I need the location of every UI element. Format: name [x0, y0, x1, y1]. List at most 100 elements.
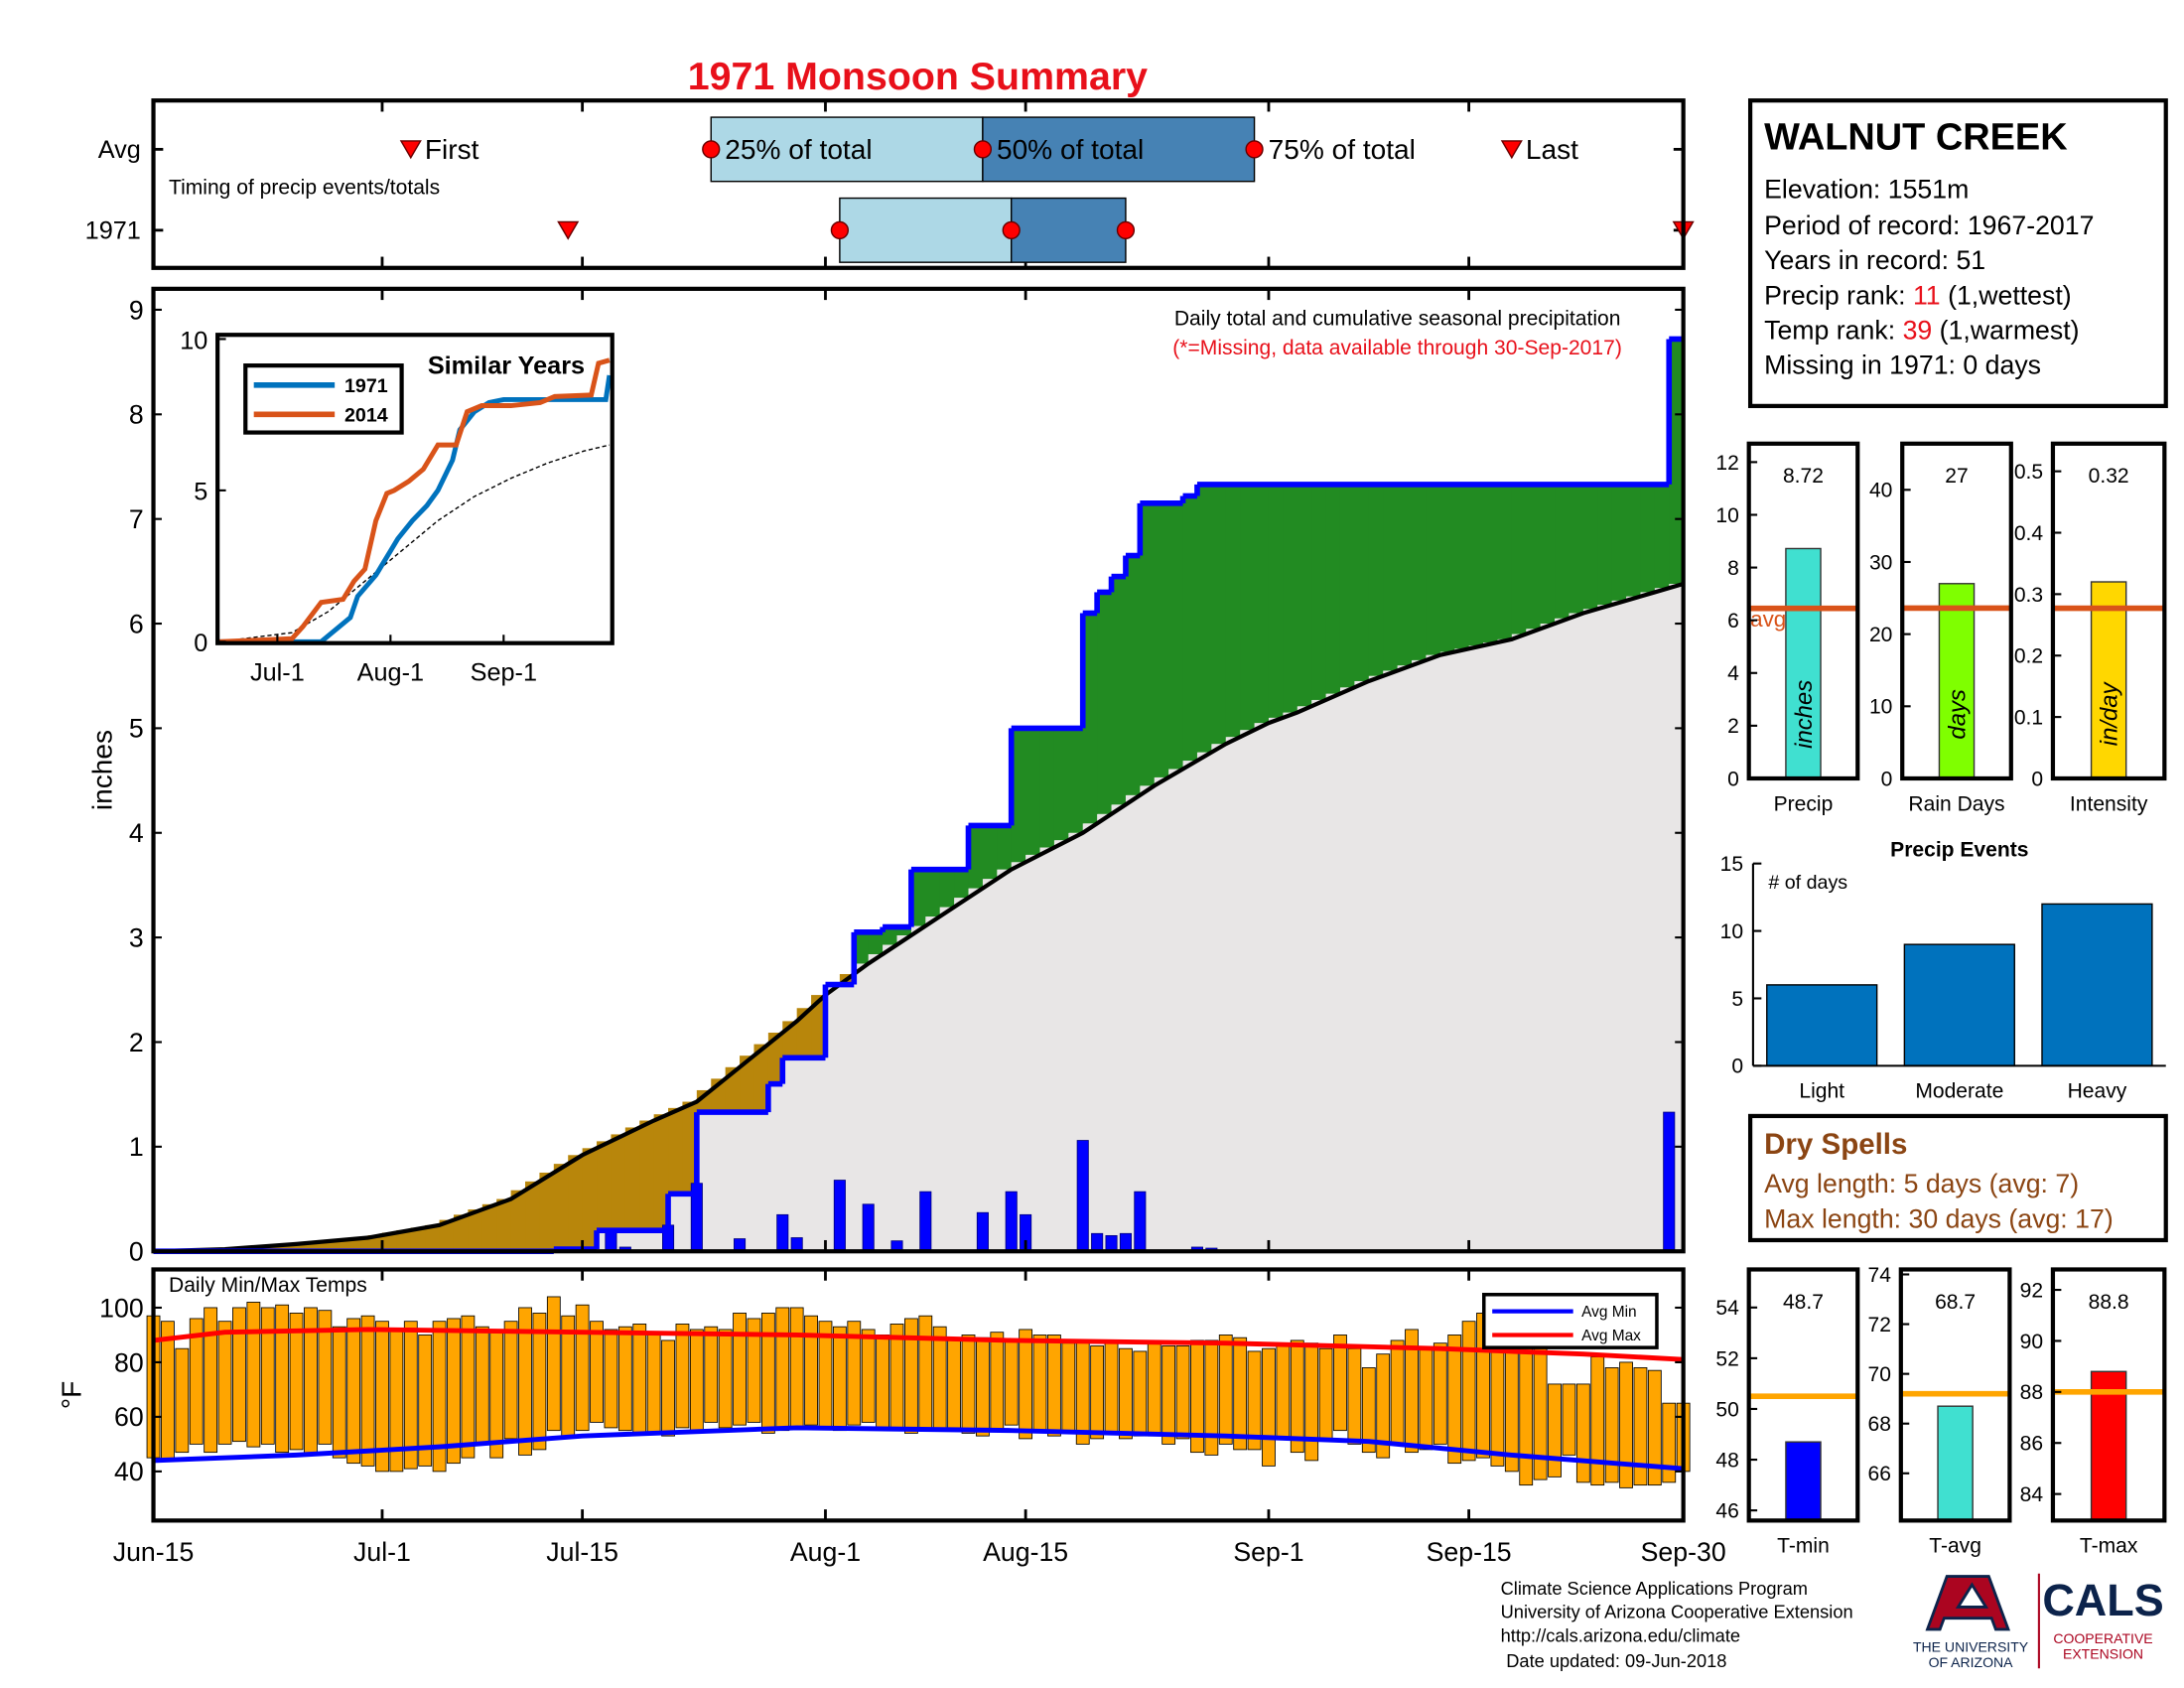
below-fill: [1268, 717, 1285, 1252]
temp-range-bar: [1619, 1361, 1633, 1488]
temp-range-bar: [1662, 1402, 1677, 1483]
temp-range-bar: [976, 1336, 990, 1437]
below-fill: [753, 1112, 769, 1252]
surplus-fill: [1526, 484, 1542, 630]
surplus-fill: [868, 931, 884, 954]
surplus-fill: [1669, 339, 1685, 584]
x-tick-label: Aug-1: [357, 659, 424, 687]
surplus-fill: [1182, 495, 1198, 762]
surplus-fill: [939, 869, 955, 908]
below-fill: [1555, 618, 1570, 1252]
below-fill: [1011, 862, 1026, 1252]
event-marker: [1500, 140, 1523, 160]
temp-range-bar: [1562, 1383, 1576, 1456]
deficit-fill: [653, 1114, 669, 1231]
deficit-fill: [611, 1134, 626, 1231]
temp-range-bar: [1433, 1342, 1447, 1445]
surplus-fill: [1426, 484, 1441, 655]
y-tick-label: 6: [1727, 610, 1739, 633]
temp-range-bar: [1361, 1367, 1376, 1454]
surplus-fill: [968, 825, 984, 889]
deficit-fill: [481, 1203, 497, 1252]
below-fill: [1182, 761, 1198, 1252]
deficit-fill: [296, 1242, 312, 1252]
temp-range-bar: [1290, 1339, 1304, 1454]
surplus-fill: [1354, 484, 1370, 681]
surplus-fill: [1439, 484, 1455, 652]
y-tick-label: 10: [1869, 696, 1892, 719]
data-line: [218, 357, 611, 644]
daily-bar: [833, 1180, 846, 1252]
surplus-fill: [1654, 484, 1670, 589]
y-tick-label: 86: [2020, 1433, 2043, 1456]
below-fill: [1225, 737, 1241, 1252]
temp-range-bar: [575, 1304, 590, 1432]
temp-range-bar: [289, 1313, 304, 1451]
below-fill: [1254, 723, 1270, 1252]
below-fill: [1439, 651, 1455, 1252]
temp-range-bar: [1147, 1339, 1161, 1437]
temp-range-bar: [403, 1321, 418, 1470]
axes-frame: [2050, 441, 2167, 781]
dry-spells-line: Max length: 30 days (avg: 17): [1764, 1203, 2114, 1233]
x-tick-label: Jul-1: [353, 1537, 411, 1567]
event-marker: [399, 140, 422, 160]
y-tick-label: 54: [1715, 1297, 1739, 1320]
temp-range-bar: [260, 1307, 275, 1445]
axes-frame: [1746, 1267, 1860, 1523]
quartile-box: [839, 197, 1013, 263]
daily-bar: [1663, 1111, 1676, 1252]
surplus-fill: [1555, 484, 1570, 619]
temp-range-bar: [617, 1326, 632, 1432]
surplus-fill: [854, 931, 870, 964]
surplus-fill: [1283, 484, 1298, 713]
temp-range-bar: [204, 1307, 218, 1454]
percentile-marker: [702, 140, 721, 159]
surplus-fill: [1039, 728, 1055, 848]
temp-range-bar: [675, 1324, 690, 1429]
below-fill: [1354, 680, 1370, 1252]
category-label: T-min: [1777, 1535, 1830, 1558]
percentile-marker: [1002, 220, 1021, 239]
x-tick-label: Sep-30: [1641, 1537, 1726, 1567]
deficit-fill: [410, 1227, 426, 1252]
temp-range-bar: [990, 1332, 1005, 1432]
temp-range-bar: [661, 1339, 675, 1437]
temp-range-bar: [375, 1321, 389, 1473]
deficit-fill: [539, 1172, 555, 1252]
below-fill: [982, 879, 999, 1252]
y-tick-label: 8: [129, 400, 144, 430]
average-label: avg: [1750, 607, 1786, 632]
below-fill: [1240, 730, 1256, 1252]
temp-range-bar: [847, 1321, 862, 1426]
y-tick-label: 90: [2020, 1331, 2043, 1353]
below-fill: [1368, 675, 1384, 1252]
dry-spells-title: Dry Spells: [1764, 1128, 1907, 1161]
temp-range-bar: [1633, 1367, 1648, 1486]
y-tick-label: 15: [1720, 853, 1743, 876]
station-years: Years in record: 51: [1764, 245, 1985, 275]
rank-label: Precip rank:: [1764, 280, 1905, 310]
y-tick-label: 10: [1715, 504, 1738, 527]
temp-range-bar: [1419, 1347, 1433, 1451]
below-fill: [1211, 744, 1227, 1252]
below-fill: [711, 1112, 727, 1252]
temp-range-bar: [360, 1315, 375, 1467]
data-line: [153, 1425, 1684, 1472]
y-tick-label: 2: [1727, 715, 1739, 738]
temp-range-bar: [1304, 1342, 1319, 1462]
y-tick-label: 70: [1868, 1363, 1891, 1386]
surplus-fill: [1412, 484, 1428, 660]
below-fill: [1196, 752, 1213, 1252]
logo-text: EXTENSION: [2063, 1645, 2143, 1661]
y-tick-label: 0.2: [2014, 645, 2043, 668]
below-fill: [1426, 654, 1441, 1252]
temp-range-bar: [876, 1335, 889, 1429]
below-fill: [1497, 638, 1513, 1252]
surplus-fill: [925, 869, 941, 917]
temp-range-bar: [747, 1318, 761, 1423]
temp-range-bar: [503, 1321, 518, 1440]
surplus-fill: [1311, 484, 1327, 700]
axes-frame: [151, 1267, 1686, 1523]
daily-bar: [1134, 1191, 1147, 1252]
